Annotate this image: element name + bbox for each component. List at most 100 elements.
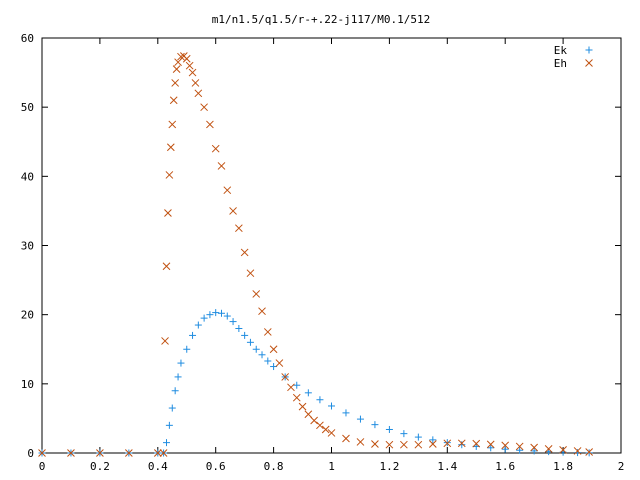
data-point [516, 446, 524, 454]
data-point [304, 410, 313, 419]
data-point [371, 421, 379, 429]
data-point [206, 120, 214, 129]
chart-title: m1/n1.5/q1.5/r-+.22-j117/M0.1/512 [212, 13, 431, 26]
data-point [188, 68, 197, 77]
data-point [229, 318, 237, 326]
x-tick-label: 1.6 [495, 460, 515, 473]
data-point [342, 409, 350, 417]
data-point [177, 52, 185, 61]
data-point [443, 439, 452, 448]
data-point [200, 314, 208, 322]
data-point [342, 434, 350, 443]
data-point [574, 449, 582, 457]
data-point [385, 425, 393, 433]
data-point [264, 357, 272, 365]
data-point [486, 440, 495, 449]
data-point [458, 441, 466, 449]
x-tick-label: 2 [618, 460, 625, 473]
data-point [194, 89, 203, 98]
data-point [515, 442, 524, 451]
data-point [171, 79, 180, 87]
data-point [275, 359, 284, 367]
x-tick-label: 1.4 [437, 460, 457, 473]
data-point [429, 436, 437, 444]
data-point [124, 449, 133, 457]
y-tick-label: 60 [21, 32, 34, 45]
series-eh [38, 52, 594, 457]
data-point [174, 373, 182, 381]
data-point [356, 438, 365, 446]
data-point [385, 440, 394, 449]
data-point [171, 387, 179, 395]
data-point [252, 345, 260, 353]
data-point [472, 439, 481, 448]
y-tick-label: 10 [21, 378, 34, 391]
data-point [165, 421, 173, 429]
y-tick-label: 0 [27, 447, 34, 460]
data-point [191, 79, 200, 87]
data-point [235, 325, 243, 332]
data-point [414, 433, 422, 441]
data-point [153, 449, 162, 457]
data-point [200, 103, 208, 112]
series-ek [38, 309, 593, 457]
data-point [159, 449, 168, 457]
data-point [559, 446, 567, 454]
data-point [293, 381, 301, 389]
x-tick-label: 0.4 [148, 460, 168, 473]
data-point [212, 309, 220, 317]
data-point [400, 440, 408, 449]
data-point [246, 269, 255, 278]
data-point [258, 307, 266, 316]
data-point [189, 331, 197, 339]
data-point [172, 65, 181, 73]
data-point [298, 402, 307, 411]
data-point [487, 444, 495, 452]
data-point [573, 447, 582, 455]
data-point [321, 425, 330, 434]
data-point [585, 448, 594, 456]
data-point [185, 61, 194, 70]
data-point [165, 171, 174, 179]
data-point [183, 345, 191, 353]
data-point [166, 143, 175, 152]
x-tick-label: 0.8 [264, 460, 284, 473]
data-point [304, 389, 312, 397]
data-point [168, 404, 176, 412]
data-point [223, 312, 231, 320]
data-point [206, 311, 214, 319]
data-point [501, 441, 510, 450]
data-point [38, 449, 46, 457]
legend-marker [585, 46, 593, 54]
y-tick-label: 40 [21, 170, 34, 183]
data-point [269, 345, 278, 354]
data-point [217, 162, 226, 170]
plot-frame [41, 37, 622, 454]
data-point [252, 290, 261, 298]
data-point [400, 430, 408, 438]
y-tick-label: 50 [21, 101, 34, 114]
data-point [316, 421, 324, 430]
data-point [169, 96, 178, 105]
data-point [316, 396, 324, 404]
data-point [328, 402, 335, 410]
data-point [544, 444, 553, 453]
data-point [356, 415, 364, 423]
data-point [235, 224, 243, 233]
data-point [67, 449, 75, 457]
data-point [457, 439, 466, 448]
data-point [229, 207, 237, 215]
data-point [501, 445, 509, 453]
data-point [168, 120, 177, 129]
data-point [263, 328, 272, 336]
data-point [530, 447, 538, 455]
data-point [414, 440, 423, 449]
legend-label: Ek [554, 44, 568, 57]
data-point [371, 440, 379, 448]
data-point [258, 351, 266, 359]
data-point [211, 144, 220, 153]
data-point [287, 383, 295, 392]
